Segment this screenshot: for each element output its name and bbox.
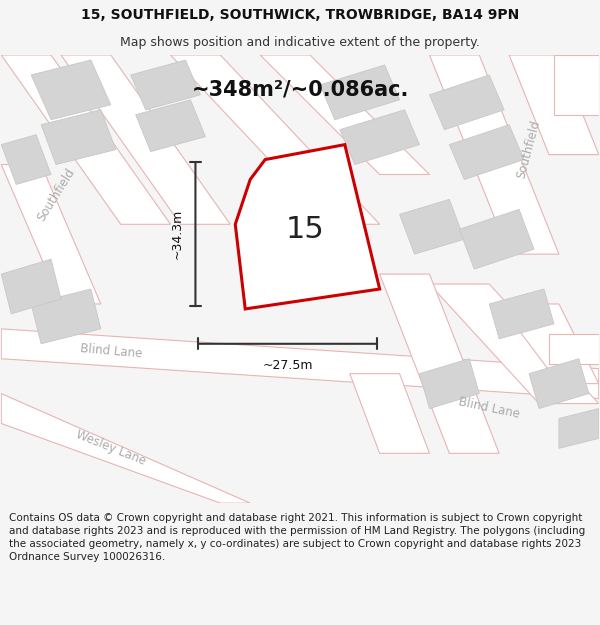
Polygon shape — [489, 289, 554, 339]
Polygon shape — [1, 55, 170, 224]
Polygon shape — [400, 199, 464, 254]
Polygon shape — [131, 60, 200, 110]
Text: Blind Lane: Blind Lane — [457, 396, 521, 421]
Polygon shape — [31, 289, 101, 344]
Text: 15: 15 — [286, 215, 325, 244]
Text: ~348m²/~0.086ac.: ~348m²/~0.086ac. — [191, 80, 409, 100]
Polygon shape — [460, 209, 534, 269]
Text: 15, SOUTHFIELD, SOUTHWICK, TROWBRIDGE, BA14 9PN: 15, SOUTHFIELD, SOUTHWICK, TROWBRIDGE, B… — [81, 8, 519, 22]
Polygon shape — [1, 134, 51, 184]
Polygon shape — [41, 110, 116, 164]
Polygon shape — [1, 329, 599, 399]
Polygon shape — [31, 60, 111, 120]
Polygon shape — [1, 259, 61, 314]
Text: Contains OS data © Crown copyright and database right 2021. This information is : Contains OS data © Crown copyright and d… — [9, 513, 585, 562]
Polygon shape — [499, 304, 599, 384]
Polygon shape — [340, 110, 419, 164]
Polygon shape — [509, 55, 599, 154]
Text: Wesley Lane: Wesley Lane — [74, 429, 148, 468]
Text: Map shows position and indicative extent of the property.: Map shows position and indicative extent… — [120, 36, 480, 49]
Polygon shape — [1, 164, 101, 304]
Polygon shape — [430, 55, 559, 254]
Polygon shape — [430, 75, 504, 129]
Polygon shape — [529, 359, 589, 409]
Polygon shape — [235, 144, 380, 309]
Polygon shape — [549, 334, 599, 364]
Polygon shape — [554, 55, 599, 115]
Polygon shape — [136, 100, 205, 152]
Polygon shape — [350, 374, 430, 453]
Text: ~34.3m: ~34.3m — [171, 209, 184, 259]
Polygon shape — [1, 394, 250, 503]
Text: Southfield: Southfield — [515, 119, 543, 180]
Polygon shape — [320, 65, 400, 120]
Polygon shape — [61, 55, 230, 224]
Text: Southfield: Southfield — [35, 166, 77, 223]
Polygon shape — [449, 125, 524, 179]
Polygon shape — [559, 409, 599, 448]
Polygon shape — [170, 55, 380, 224]
Text: ~27.5m: ~27.5m — [262, 359, 313, 372]
Polygon shape — [430, 284, 599, 404]
Text: Blind Lane: Blind Lane — [79, 342, 142, 360]
Polygon shape — [260, 55, 430, 174]
Polygon shape — [380, 274, 499, 453]
Polygon shape — [419, 359, 479, 409]
